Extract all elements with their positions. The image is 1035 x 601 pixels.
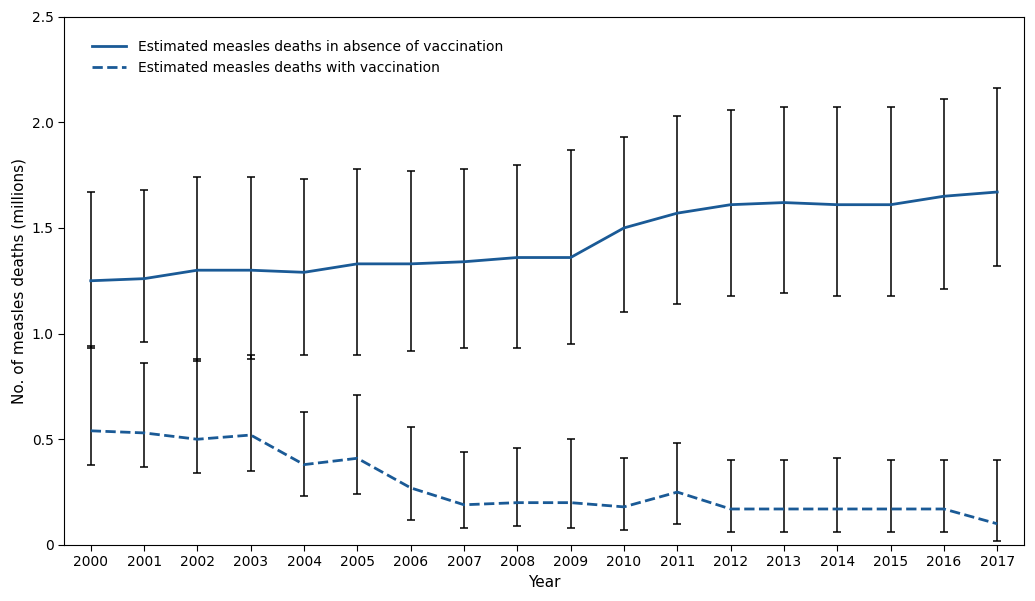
Y-axis label: No. of measles deaths (millions): No. of measles deaths (millions) <box>11 158 26 404</box>
Legend: Estimated measles deaths in absence of vaccination, Estimated measles deaths wit: Estimated measles deaths in absence of v… <box>81 29 514 86</box>
X-axis label: Year: Year <box>528 575 560 590</box>
